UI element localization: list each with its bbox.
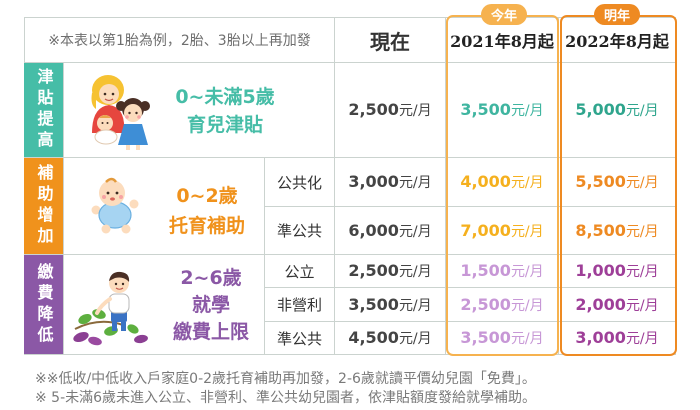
value-amount: 3,500: [460, 328, 511, 347]
baby-illustration: [91, 177, 139, 234]
value-amount: 2,500: [348, 100, 399, 119]
value-unit: 元/月: [510, 331, 544, 347]
value-unit: 元/月: [510, 297, 544, 314]
value-amount: 4,500: [348, 328, 399, 347]
value-amount: 3,000: [575, 328, 626, 347]
value-amount: 3,000: [348, 172, 399, 191]
value-2022: 2,000元/月: [559, 288, 676, 322]
category-tuition: 繳費降低: [24, 255, 64, 355]
value-amount: 1,000: [575, 261, 626, 280]
value-unit: 元/月: [510, 175, 544, 191]
value-current: 2,500元/月: [335, 63, 446, 158]
program-title: 0~2歲 托育補助: [147, 181, 267, 241]
value-unit: 元/月: [398, 264, 432, 280]
value-unit: 元/月: [510, 103, 544, 119]
footnotes: ※※低收/中低收入戶家庭0-2歲托育補助再加發，2-6歲就讀平價幼兒園「免費」。…: [35, 370, 536, 408]
tab-this-year: 今年: [481, 4, 527, 25]
value-unit: 元/月: [398, 175, 432, 191]
value-2022: 5,500元/月: [559, 158, 676, 207]
program-line: 就學: [191, 294, 230, 316]
footnote-line: ※※低收/中低收入戶家庭0-2歲托育補助再加發，2-6歲就讀平價幼兒園「免費」。: [35, 371, 536, 387]
program-title: 2~6歲 就學 繳費上限: [156, 265, 266, 346]
value-2021: 1,500元/月: [446, 255, 559, 288]
subsidy-table: ※本表以第1胎為例，2胎、3胎以上再加發 現在 2021年8月起 2022年8月…: [24, 17, 676, 355]
value-amount: 5,000: [575, 100, 626, 119]
sub-type-label: 公立: [265, 255, 335, 288]
value-unit: 元/月: [625, 103, 659, 119]
value-2021: 3,500元/月: [446, 322, 559, 355]
footnote-line: ※ 5-未滿6歲未進入公立、非營利、準公共幼兒園者，依津貼額度發給就學補助。: [35, 390, 537, 406]
value-unit: 元/月: [398, 223, 432, 240]
value-amount: 8,500: [575, 220, 626, 240]
value-unit: 元/月: [625, 175, 659, 191]
header-current: 現在: [335, 17, 446, 63]
value-unit: 元/月: [625, 264, 659, 280]
family-illustration: [91, 75, 150, 150]
value-amount: 2,500: [348, 261, 399, 280]
value-2021: 2,500元/月: [446, 288, 559, 322]
value-unit: 元/月: [625, 297, 659, 314]
value-unit: 元/月: [510, 223, 544, 240]
value-amount: 2,000: [575, 294, 626, 314]
value-current: 3,000元/月: [335, 158, 446, 207]
program-line: 育兒津貼: [186, 114, 263, 136]
value-current: 4,500元/月: [335, 322, 446, 355]
category-label: 津貼提高: [34, 68, 54, 152]
value-unit: 元/月: [510, 264, 544, 280]
value-amount: 1,500: [460, 261, 511, 280]
value-unit: 元/月: [625, 331, 659, 347]
value-amount: 5,500: [575, 172, 626, 191]
program-childcare-allowance: 0~未滿5歲 育兒津貼: [64, 63, 335, 158]
program-line: 2~6歲: [180, 267, 242, 289]
value-2022: 8,500元/月: [559, 207, 676, 255]
value-amount: 3,500: [348, 294, 399, 314]
child-harvest-illustration: [73, 271, 148, 346]
value-current: 6,000元/月: [335, 207, 446, 255]
program-line: 0~2歲: [176, 185, 238, 207]
program-line: 托育補助: [168, 215, 245, 237]
value-2022: 1,000元/月: [559, 255, 676, 288]
value-unit: 元/月: [625, 223, 659, 240]
value-amount: 2,500: [460, 294, 511, 314]
category-allowance: 津貼提高: [24, 63, 64, 158]
header-note: ※本表以第1胎為例，2胎、3胎以上再加發: [24, 17, 335, 63]
sub-type-label: 準公共: [265, 322, 335, 355]
value-unit: 元/月: [398, 103, 432, 119]
tab-next-year: 明年: [594, 4, 640, 25]
value-current: 2,500元/月: [335, 255, 446, 288]
value-2021: 7,000元/月: [446, 207, 559, 255]
value-unit: 元/月: [398, 331, 432, 347]
category-label: 補助增加: [34, 164, 54, 248]
program-title: 0~未滿5歲 育兒津貼: [164, 83, 286, 139]
value-amount: 7,000: [460, 220, 511, 240]
value-amount: 4,000: [460, 172, 511, 191]
sub-type-label: 準公共: [265, 207, 335, 255]
program-line: 繳費上限: [172, 321, 249, 343]
program-tuition-cap: 2~6歲 就學 繳費上限: [64, 255, 265, 355]
value-2022: 3,000元/月: [559, 322, 676, 355]
sub-type-label: 公共化: [265, 158, 335, 207]
category-label: 繳費降低: [34, 262, 54, 347]
sub-type-label: 非營利: [265, 288, 335, 322]
value-amount: 6,000: [348, 220, 399, 240]
value-unit: 元/月: [398, 297, 432, 314]
program-childcare-subsidy: 0~2歲 托育補助: [64, 158, 265, 255]
program-line: 0~未滿5歲: [175, 86, 275, 108]
value-2022: 5,000元/月: [559, 63, 676, 158]
value-current: 3,500元/月: [335, 288, 446, 322]
value-amount: 3,500: [460, 100, 511, 119]
value-2021: 4,000元/月: [446, 158, 559, 207]
category-subsidy: 補助增加: [24, 158, 64, 255]
value-2021: 3,500元/月: [446, 63, 559, 158]
